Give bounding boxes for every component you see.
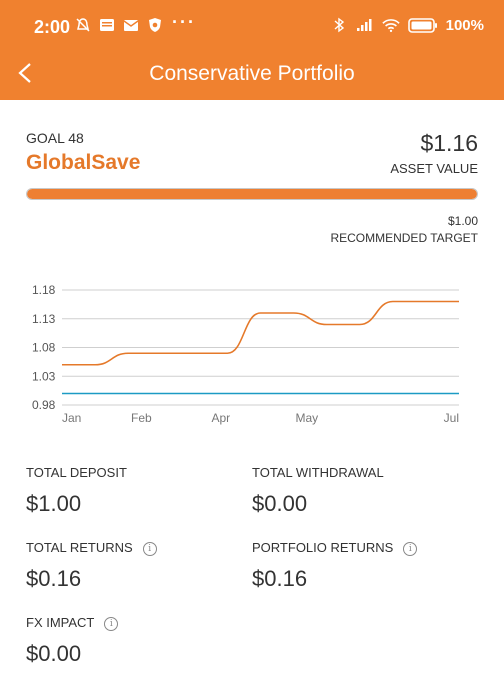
goal-label: GOAL 48 <box>26 130 84 146</box>
y-tick-label: 1.03 <box>32 369 56 383</box>
portfolio-chart: 0.98 1.03 1.08 1.13 1.18 Jan Feb Apr May Jul <box>32 283 459 425</box>
portfolio-returns-value: $0.16 <box>252 566 308 591</box>
page-title: Conservative Portfolio <box>149 62 355 85</box>
portfolio-returns-label: PORTFOLIO RETURNS <box>252 540 394 555</box>
total-withdrawal-label: TOTAL WITHDRAWAL <box>252 465 384 480</box>
goal-progress-fill <box>27 189 477 199</box>
more-notifications-icon: ··· <box>172 12 196 32</box>
news-icon <box>98 16 116 34</box>
asset-value-label: ASSET VALUE <box>390 161 478 176</box>
portfolio-returns-row: PORTFOLIO RETURNS i <box>252 540 418 556</box>
status-icons-left <box>74 16 164 34</box>
alarm-off-icon <box>74 16 92 34</box>
app-header: 2:00 ··· <box>0 0 504 100</box>
asset-value: $1.16 <box>420 130 478 156</box>
x-tick-label: Feb <box>131 411 152 425</box>
bluetooth-icon <box>330 16 348 34</box>
status-icons-right: 100% <box>330 16 484 34</box>
y-tick-label: 0.98 <box>32 398 56 412</box>
total-withdrawal-value: $0.00 <box>252 491 308 516</box>
x-tick-label: Jul <box>444 411 459 425</box>
status-time: 2:00 <box>34 17 71 37</box>
x-tick-label: May <box>295 411 318 425</box>
signal-icon <box>356 16 374 34</box>
y-tick-label: 1.13 <box>32 312 56 326</box>
goal-name: GlobalSave <box>26 151 141 174</box>
battery-icon <box>407 16 438 34</box>
total-deposit-value: $1.00 <box>26 491 82 516</box>
total-returns-info-icon[interactable]: i <box>142 541 157 556</box>
x-tick-label: Apr <box>211 411 230 425</box>
fx-impact-value: $0.00 <box>26 641 82 666</box>
total-returns-value: $0.16 <box>26 566 82 591</box>
asset-value-line <box>61 300 459 366</box>
recommended-target-label: RECOMMENDED TARGET <box>330 231 478 245</box>
fx-impact-label: FX IMPACT <box>26 615 95 630</box>
y-tick-label: 1.08 <box>32 341 56 355</box>
wifi-icon <box>381 16 400 34</box>
y-tick-label: 1.18 <box>32 283 56 297</box>
fx-impact-info-icon[interactable]: i <box>104 616 119 631</box>
nav-bar: Conservative Portfolio <box>0 52 504 100</box>
recommended-target-value: $1.00 <box>447 214 478 228</box>
fx-impact-row: FX IMPACT i <box>26 615 119 631</box>
portfolio-returns-info-icon[interactable]: i <box>403 541 418 556</box>
goal-progress-bar <box>26 188 478 200</box>
status-bar: 2:00 ··· <box>0 0 504 52</box>
total-deposit-label: TOTAL DEPOSIT <box>26 465 127 480</box>
total-returns-row: TOTAL RETURNS i <box>26 540 157 556</box>
battery-percentage: 100% <box>445 16 484 34</box>
x-tick-label: Jan <box>62 411 81 425</box>
back-arrow-icon[interactable] <box>12 58 40 88</box>
shield-icon <box>146 16 164 34</box>
total-returns-label: TOTAL RETURNS <box>26 540 133 555</box>
mail-icon <box>122 16 140 34</box>
